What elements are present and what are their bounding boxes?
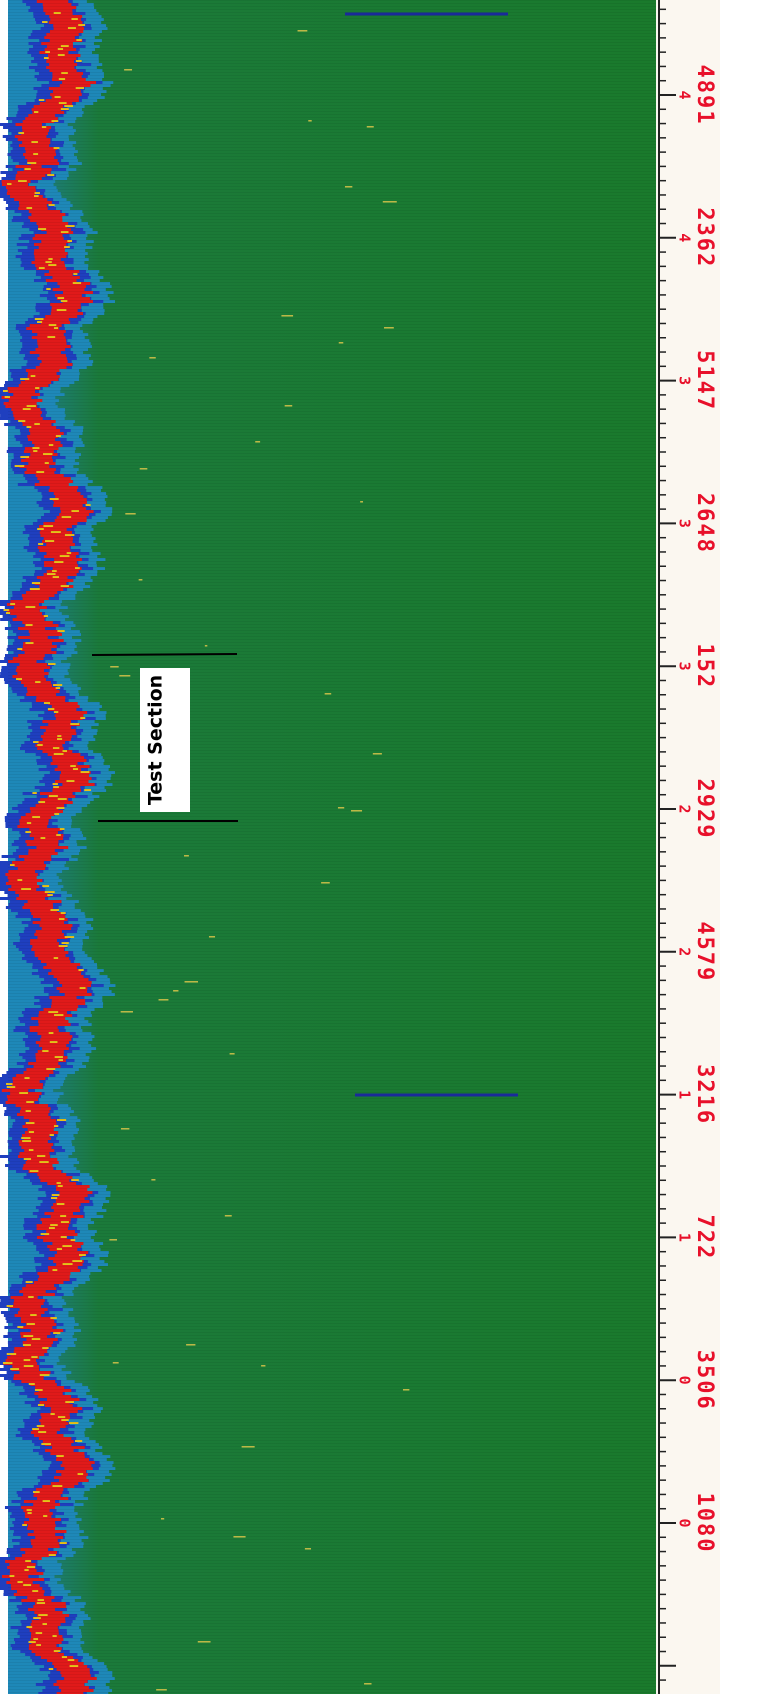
ruler-major: 4 bbox=[676, 90, 694, 99]
ruler-minor: 4579 bbox=[692, 921, 717, 982]
ruler-major: 3 bbox=[676, 662, 694, 671]
ruler-minor: 3506 bbox=[692, 1350, 717, 1411]
ruler-major: 3 bbox=[676, 519, 694, 528]
section-label: Test Section bbox=[145, 675, 167, 805]
ruler-minor: 2648 bbox=[692, 493, 717, 554]
ruler-minor: 2929 bbox=[692, 779, 717, 840]
ruler-minor: 2362 bbox=[692, 207, 717, 268]
scan-image: Test Section 448914236235147326483152229… bbox=[0, 0, 777, 1694]
ruler-major: 3 bbox=[676, 376, 694, 385]
ruler-minor: 1080 bbox=[692, 1493, 717, 1554]
ruler-minor: 4891 bbox=[692, 65, 717, 126]
ruler-major: 2 bbox=[676, 804, 694, 813]
ruler-minor: 722 bbox=[692, 1215, 717, 1261]
ruler-major: 1 bbox=[676, 1090, 694, 1099]
ruler-minor: 5147 bbox=[692, 350, 717, 411]
ruler-major: 0 bbox=[676, 1518, 694, 1527]
ruler-major: 4 bbox=[676, 233, 694, 242]
page: Test Section 448914236235147326483152229… bbox=[0, 0, 777, 1694]
ruler-minor: 3216 bbox=[692, 1064, 717, 1125]
section-start-line bbox=[92, 654, 237, 655]
noise-yellow bbox=[3, 390, 8, 392]
ruler-major: 0 bbox=[676, 1376, 694, 1385]
scan-lines bbox=[8, 0, 656, 1694]
ruler-major: 2 bbox=[676, 947, 694, 956]
ruler-minor: 152 bbox=[692, 643, 717, 689]
ruler-major: 1 bbox=[676, 1233, 694, 1242]
